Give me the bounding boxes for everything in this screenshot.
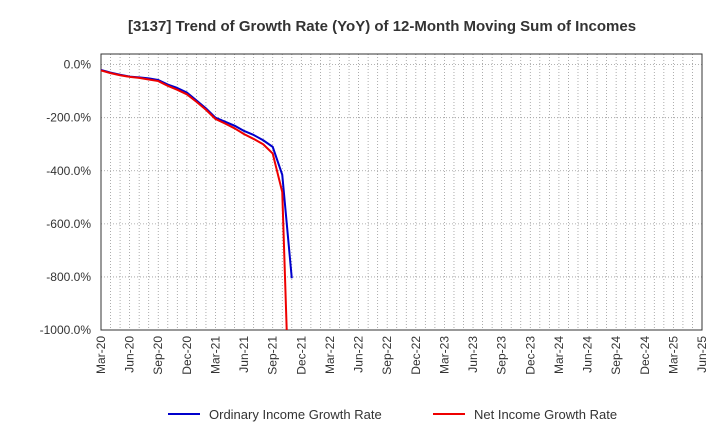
x-tick-label: Mar-24 (552, 336, 566, 374)
x-tick-label: Jun-21 (237, 336, 251, 373)
legend-label: Net Income Growth Rate (474, 407, 617, 422)
x-tick-label: Sep-23 (495, 336, 509, 375)
y-axis: 0.0% -200.0% -400.0% -600.0% -800.0% -1000.0% (40, 58, 92, 337)
x-tick-label: Mar-23 (437, 336, 451, 374)
legend: Ordinary Income Growth Rate Net Income Gr… (168, 407, 617, 422)
grid (100, 54, 703, 331)
x-tick-label: Jun-23 (466, 336, 480, 373)
y-tick-label: -800.0% (46, 270, 91, 284)
x-tick-label: Dec-21 (294, 336, 308, 375)
plot-frame (100, 53, 703, 331)
x-tick-label: Dec-24 (638, 336, 652, 375)
y-tick-label: -1000.0% (40, 323, 92, 337)
x-tick-label: Jun-25 (695, 336, 709, 373)
x-tick-label: Sep-22 (380, 336, 394, 375)
x-axis: Mar-20 Jun-20 Sep-20 Dec-20 Mar-21 Jun-21 Sep-… (94, 336, 709, 375)
y-tick-label: -200.0% (46, 111, 91, 125)
y-tick-label: 0.0% (64, 58, 92, 72)
x-tick-label: Mar-21 (208, 336, 222, 374)
y-tick-label: -400.0% (46, 164, 91, 178)
x-tick-label: Dec-20 (180, 336, 194, 375)
x-tick-label: Sep-21 (266, 336, 280, 375)
chart-title: [3137] Trend of Growth Rate (YoY) of 12-… (128, 18, 636, 35)
x-tick-label: Mar-20 (94, 336, 108, 374)
x-tick-label: Dec-23 (523, 336, 537, 375)
x-tick-label: Mar-22 (323, 336, 337, 374)
x-tick-label: Jun-22 (352, 336, 366, 373)
x-tick-label: Sep-20 (151, 336, 165, 375)
x-tick-label: Mar-25 (666, 336, 680, 374)
legend-label: Ordinary Income Growth Rate (209, 407, 382, 422)
x-tick-label: Jun-20 (123, 336, 137, 373)
series-line-net-income (100, 69, 288, 331)
x-tick-label: Sep-24 (609, 336, 623, 375)
series-layer (100, 68, 293, 331)
y-tick-label: -600.0% (46, 217, 91, 231)
x-tick-label: Jun-24 (581, 336, 595, 373)
x-tick-label: Dec-22 (409, 336, 423, 375)
